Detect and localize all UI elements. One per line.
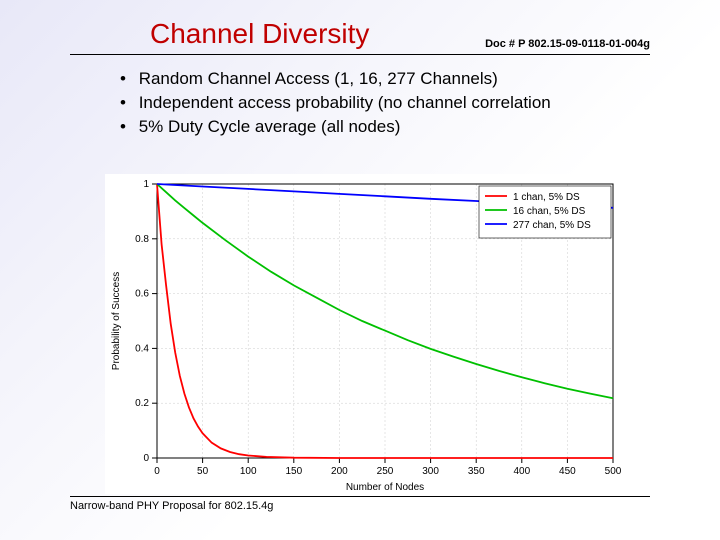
bullet-list: Random Channel Access (1, 16, 277 Channe…	[120, 68, 640, 140]
x-tick-label: 350	[468, 466, 485, 477]
y-tick-label: 0	[143, 453, 149, 464]
legend-item: 16 chan, 5% DS	[513, 206, 586, 217]
x-tick-label: 100	[240, 466, 257, 477]
chart-container: 0 50 100 150 200 250 300 350 400 450 500 0 0.2 0.4 0.6…	[105, 174, 625, 494]
line-chart: 0 50 100 150 200 250 300 350 400 450 500 0 0.2 0.4 0.6…	[105, 174, 625, 494]
y-tick-label: 0.2	[135, 398, 149, 409]
bullet-item: Random Channel Access (1, 16, 277 Channe…	[120, 68, 640, 90]
y-tick-label: 1	[143, 179, 149, 190]
y-tick-label: 0.8	[135, 234, 149, 245]
page-title: Channel Diversity	[150, 18, 369, 50]
x-tick-label: 500	[605, 466, 622, 477]
slide: Channel Diversity Doc # P 802.15-09-0118…	[0, 0, 720, 540]
bullet-item: 5% Duty Cycle average (all nodes)	[120, 116, 640, 138]
header-row: Channel Diversity Doc # P 802.15-09-0118…	[70, 18, 650, 55]
x-tick-label: 150	[285, 466, 302, 477]
doc-number: Doc # P 802.15-09-0118-01-004g	[485, 38, 650, 50]
x-tick-label: 200	[331, 466, 348, 477]
y-tick-label: 0.4	[135, 343, 149, 354]
x-axis-label: Number of Nodes	[346, 482, 424, 493]
x-tick-label: 50	[197, 466, 209, 477]
x-tick-label: 250	[377, 466, 394, 477]
legend-item: 1 chan, 5% DS	[513, 192, 580, 203]
legend-item: 277 chan, 5% DS	[513, 220, 591, 231]
footer-text: Narrow-band PHY Proposal for 802.15.4g	[70, 500, 273, 512]
x-tick-label: 0	[154, 466, 160, 477]
x-tick-label: 450	[559, 466, 576, 477]
footer-rule	[70, 496, 650, 497]
y-axis-label: Probability of Success	[111, 272, 122, 370]
bullet-item: Independent access probability (no chann…	[120, 92, 640, 114]
x-tick-label: 400	[513, 466, 530, 477]
x-tick-label: 300	[422, 466, 439, 477]
y-tick-label: 0.6	[135, 289, 149, 300]
